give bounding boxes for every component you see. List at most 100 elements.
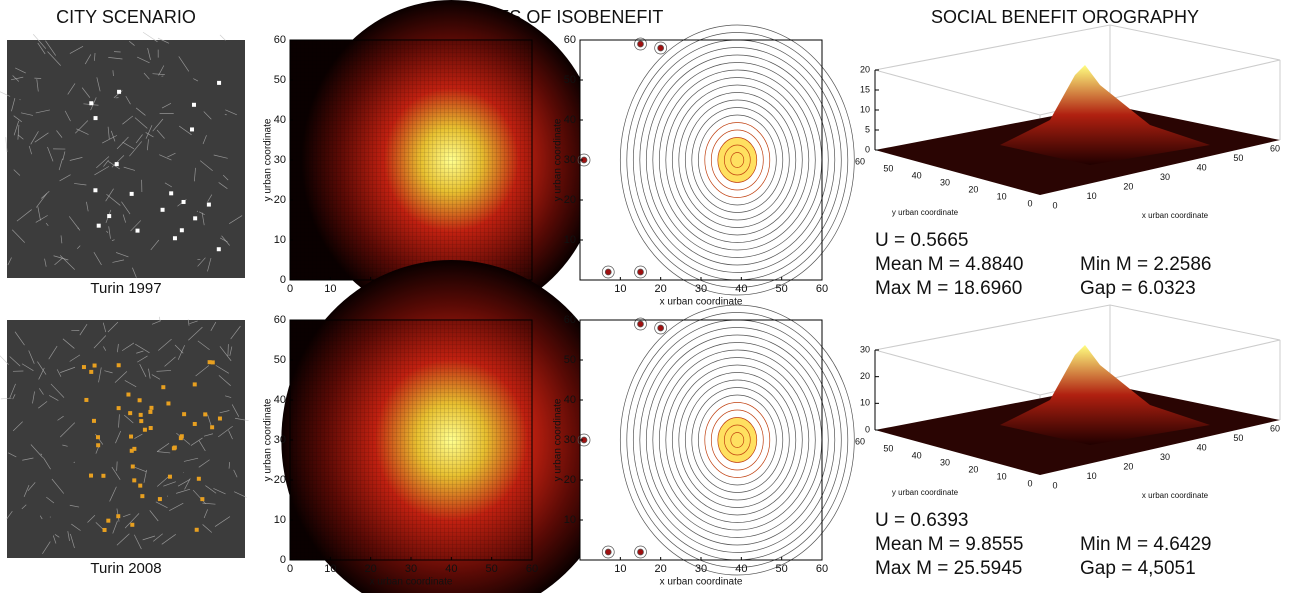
street <box>110 130 116 142</box>
heatmap-grid <box>290 40 532 280</box>
x-tick-label: 30 <box>1160 172 1170 182</box>
street <box>145 132 154 138</box>
street <box>50 383 65 398</box>
y-tick-label: 30 <box>564 154 576 166</box>
street <box>102 135 118 144</box>
street <box>151 374 161 380</box>
street <box>129 40 135 46</box>
y-tick-label: 50 <box>883 163 893 173</box>
map-marker <box>132 478 137 483</box>
street <box>196 210 199 212</box>
x-tick-label: 50 <box>1233 153 1243 163</box>
street <box>219 410 230 414</box>
street <box>161 534 176 545</box>
street <box>193 78 199 82</box>
z-tick-label: 30 <box>860 344 870 354</box>
map-marker <box>132 446 137 451</box>
y-tick-label: 0 <box>280 554 286 566</box>
street <box>134 466 147 473</box>
street <box>20 112 33 116</box>
street <box>229 346 233 357</box>
y-tick-label: 50 <box>883 443 893 453</box>
street <box>67 83 76 95</box>
y-tick-label: 60 <box>855 156 865 166</box>
street <box>35 109 50 114</box>
street <box>42 541 51 555</box>
contour-line <box>637 320 644 328</box>
y-tick-label: 60 <box>274 314 286 326</box>
map-marker <box>179 228 184 233</box>
street <box>32 34 47 49</box>
street <box>112 259 125 263</box>
street <box>148 368 151 379</box>
contour-line <box>710 409 764 471</box>
street <box>177 345 185 360</box>
street <box>213 488 226 495</box>
street <box>143 72 150 80</box>
street <box>69 157 83 161</box>
street <box>46 496 55 504</box>
map-marker <box>206 202 211 207</box>
street <box>96 156 110 169</box>
map-marker <box>217 80 222 85</box>
y-tick-label: 20 <box>968 184 978 194</box>
street <box>111 466 121 480</box>
street <box>104 370 113 374</box>
map-marker <box>102 527 107 532</box>
street <box>151 320 162 325</box>
street <box>159 316 161 321</box>
map-caption: Turin 1997 <box>90 280 161 297</box>
map-marker <box>128 411 133 416</box>
street <box>218 182 228 189</box>
street <box>221 235 230 246</box>
x-axis-label: x urban coordinate <box>660 577 743 588</box>
map-marker <box>196 476 201 481</box>
street <box>64 110 71 122</box>
street <box>178 125 192 136</box>
y-tick-label: 20 <box>564 194 576 206</box>
map-marker <box>207 360 212 365</box>
x-tick-label: 10 <box>1087 471 1097 481</box>
street <box>62 151 66 161</box>
street <box>156 443 170 452</box>
map-marker <box>203 412 208 417</box>
street <box>163 481 176 487</box>
street <box>187 319 190 326</box>
contour-line <box>730 432 745 448</box>
street <box>81 87 91 98</box>
contour-bg <box>580 40 822 280</box>
street <box>149 510 159 522</box>
y-tick-label: 10 <box>997 191 1007 201</box>
x-tick-label: 50 <box>486 563 498 575</box>
street <box>12 421 23 432</box>
map-caption: Turin 2008 <box>90 560 161 577</box>
street <box>112 70 114 77</box>
street <box>156 370 172 372</box>
street <box>22 457 34 461</box>
contour-line <box>678 372 797 508</box>
street <box>23 485 30 498</box>
contour-line <box>619 304 855 576</box>
street <box>125 95 131 105</box>
map-marker <box>84 397 89 402</box>
street <box>94 52 96 61</box>
map-marker <box>116 406 121 411</box>
city-map <box>7 320 245 558</box>
contour-line <box>691 107 784 213</box>
street <box>62 444 68 447</box>
street <box>134 534 142 550</box>
street <box>228 215 243 224</box>
x-tick-label: 60 <box>816 283 828 295</box>
street <box>21 363 34 371</box>
street <box>161 102 172 109</box>
y-tick-label: 10 <box>274 234 286 246</box>
street <box>71 523 81 531</box>
map-marker <box>92 363 97 368</box>
street <box>38 367 45 380</box>
x-tick-label: 30 <box>405 563 417 575</box>
street <box>109 486 117 502</box>
street <box>228 462 230 469</box>
street <box>30 131 39 145</box>
map-marker <box>129 448 134 453</box>
street <box>178 56 190 72</box>
